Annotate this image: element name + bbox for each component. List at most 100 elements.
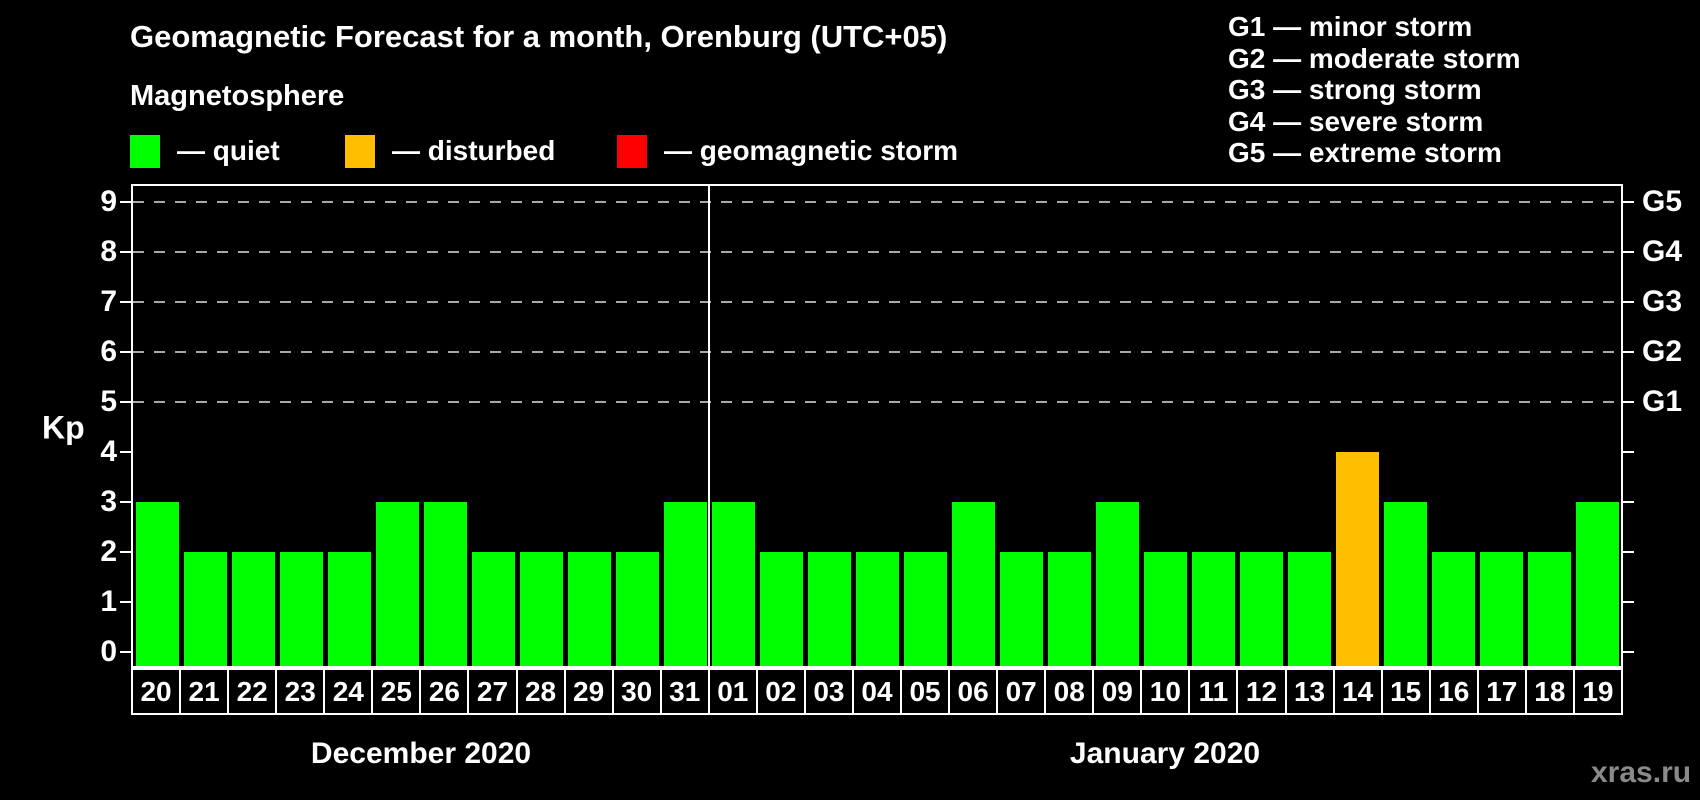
date-cell-17: 17: [1476, 668, 1525, 715]
kp-tick-7: [120, 301, 131, 303]
bar-day-05: [903, 552, 947, 666]
bar-day-03: [807, 552, 851, 666]
date-cell-27: 27: [467, 668, 516, 715]
g-legend-G2: G2 — moderate storm: [1228, 42, 1521, 74]
date-cell-09: 09: [1092, 668, 1141, 715]
g-legend-G3: G3 — strong storm: [1228, 74, 1482, 105]
date-cell-21: 21: [179, 668, 228, 715]
legend-item-quiet: — quiet: [130, 132, 280, 170]
bar-day-27: [471, 552, 515, 666]
date-cell-02: 02: [755, 668, 804, 715]
kp-tick-label-7: 7: [100, 285, 117, 318]
bar-day-07: [999, 552, 1043, 666]
bar-day-23: [279, 552, 323, 666]
date-cell-30: 30: [611, 668, 660, 715]
g-tick-3: [1623, 501, 1634, 503]
bar-day-04: [855, 552, 899, 666]
date-cell-01: 01: [707, 668, 756, 715]
legend-heading: Magnetosphere: [130, 80, 345, 112]
gridline-kp9: [133, 201, 1621, 203]
date-cell-13: 13: [1284, 668, 1333, 715]
date-cell-15: 15: [1380, 668, 1429, 715]
bar-day-14: [1335, 452, 1379, 666]
bar-day-28: [519, 552, 563, 666]
kp-tick-label-1: 1: [100, 585, 117, 618]
bar-day-15: [1383, 502, 1427, 666]
g-axis-label-G2: G2: [1642, 335, 1683, 368]
plot-area: [131, 184, 1623, 668]
g-legend-G1: G1 — minor storm: [1228, 11, 1473, 42]
kp-axis-title: Kp: [42, 409, 85, 446]
kp-tick-4: [120, 451, 131, 453]
g-axis-label-G5: G5: [1642, 185, 1683, 218]
chart-title: Geomagnetic Forecast for a month, Orenbu…: [130, 19, 948, 54]
legend-item-disturbed: — disturbed: [345, 132, 555, 170]
kp-tick-1: [120, 601, 131, 603]
g-tick-9: [1623, 201, 1634, 203]
bar-day-10: [1143, 552, 1187, 666]
g-legend-G4: G4 — severe storm: [1228, 105, 1484, 137]
kp-tick-label-9: 9: [100, 185, 117, 218]
bar-day-13: [1287, 552, 1331, 666]
kp-tick-6: [120, 351, 131, 353]
date-cell-26: 26: [419, 668, 468, 715]
bar-day-02: [759, 552, 803, 666]
date-cell-28: 28: [515, 668, 564, 715]
date-cell-03: 03: [803, 668, 852, 715]
date-cell-11: 11: [1188, 668, 1237, 715]
legend-label-disturbed: — disturbed: [392, 135, 556, 166]
g-legend-G5: G5 — extreme storm: [1228, 137, 1502, 168]
date-cell-25: 25: [371, 668, 420, 715]
kp-tick-label-6: 6: [100, 335, 117, 368]
g-axis-label-G4: G4: [1642, 235, 1683, 268]
kp-tick-9: [120, 201, 131, 203]
kp-tick-label-0: 0: [100, 635, 117, 668]
legend-swatch-disturbed: [345, 134, 375, 168]
g-scale-legend: G1 — minor storm G2 — moderate storm G3 — …: [1228, 11, 1521, 169]
g-tick-1: [1623, 601, 1634, 603]
bar-day-21: [183, 552, 227, 666]
bar-day-29: [567, 552, 611, 666]
date-cell-08: 08: [1044, 668, 1093, 715]
date-cell-24: 24: [323, 668, 372, 715]
date-cell-05: 05: [900, 668, 949, 715]
date-cell-22: 22: [227, 668, 276, 715]
g-tick-7: [1623, 301, 1634, 303]
g-axis-label-G3: G3: [1642, 285, 1683, 318]
bar-day-01: [711, 502, 755, 666]
bar-day-22: [231, 552, 275, 666]
legend-swatch-storm: [617, 134, 647, 168]
g-tick-2: [1623, 551, 1634, 553]
g-tick-8: [1623, 251, 1634, 253]
kp-tick-3: [120, 501, 131, 503]
gridline-kp7: [133, 301, 1621, 303]
bar-day-06: [951, 502, 995, 666]
bar-day-09: [1095, 502, 1139, 666]
gridline-kp8: [133, 251, 1621, 253]
kp-tick-label-2: 2: [100, 535, 117, 568]
date-cell-12: 12: [1236, 668, 1285, 715]
bar-day-17: [1479, 552, 1523, 666]
bar-day-31: [663, 502, 707, 666]
kp-tick-2: [120, 551, 131, 553]
date-cell-10: 10: [1140, 668, 1189, 715]
bar-day-26: [423, 502, 467, 666]
bar-day-12: [1239, 552, 1283, 666]
date-cell-06: 06: [948, 668, 997, 715]
gridline-kp6: [133, 351, 1621, 353]
month-label-1: January 2020: [1069, 737, 1261, 770]
g-tick-5: [1623, 401, 1634, 403]
bar-day-19: [1575, 502, 1619, 666]
kp-tick-label-3: 3: [100, 485, 117, 518]
bar-day-20: [135, 502, 179, 666]
date-cell-16: 16: [1428, 668, 1477, 715]
date-cell-18: 18: [1524, 668, 1573, 715]
date-axis: 20 21 22 23 24 25 26 27 28 29 30 31 01 02 03 04 05 06 07 08…: [131, 668, 1623, 715]
date-cell-31: 31: [659, 668, 708, 715]
month-label-0: December 2020: [310, 737, 532, 770]
bar-day-16: [1431, 552, 1475, 666]
g-axis-label-G1: G1: [1642, 385, 1683, 418]
gridline-kp5: [133, 401, 1621, 403]
kp-tick-0: [120, 651, 131, 653]
